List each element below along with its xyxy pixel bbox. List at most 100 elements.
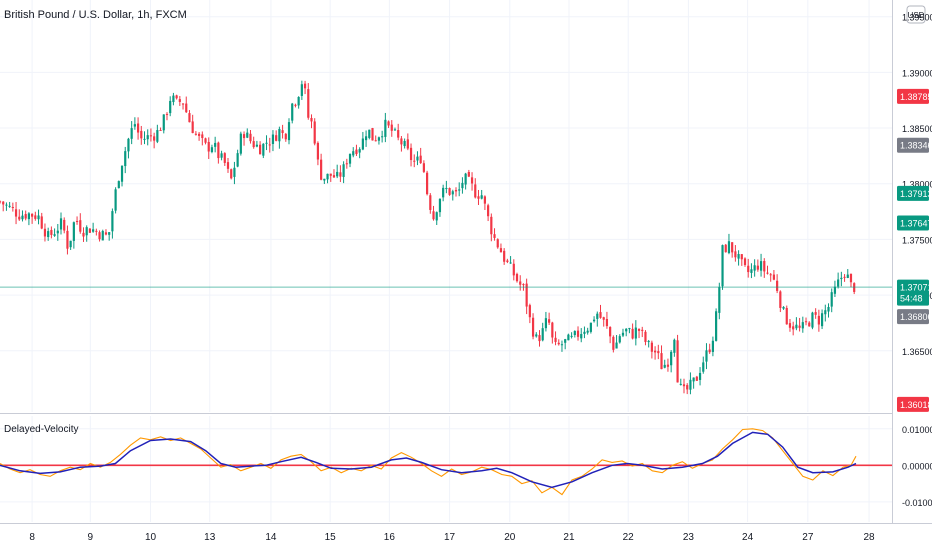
indicator-tick-label: 0.01000 (902, 425, 932, 435)
candle (268, 137, 271, 153)
candle (326, 173, 329, 184)
time-axis[interactable]: 8 9 10 13 14 15 16 17 20 21 22 23 24 27 28 (29, 532, 875, 543)
candle (271, 130, 275, 152)
candle (689, 372, 692, 395)
candle (358, 147, 361, 159)
candle (628, 327, 631, 334)
candle (18, 209, 21, 221)
candle (82, 227, 85, 242)
candle (422, 160, 425, 174)
candle (275, 130, 278, 142)
price-tick-label: 1.39000 (902, 68, 932, 78)
candle (114, 187, 117, 214)
candle (817, 309, 820, 332)
time-tick-label: 21 (563, 532, 575, 543)
candle (146, 129, 149, 146)
candle (609, 326, 612, 344)
time-tick-label: 27 (802, 532, 814, 543)
candle (804, 317, 808, 326)
candle (236, 149, 239, 168)
time-tick-label: 9 (88, 532, 94, 543)
candle (458, 182, 461, 197)
candle (230, 168, 233, 180)
candle (40, 212, 43, 230)
candle (467, 169, 470, 178)
candle (252, 136, 255, 149)
candle (226, 158, 230, 173)
candle (548, 312, 551, 325)
candle (772, 269, 776, 281)
candle (833, 280, 837, 297)
candle (429, 193, 432, 214)
candle (653, 346, 657, 360)
candle (175, 94, 178, 100)
candle (480, 189, 483, 200)
candle (345, 158, 348, 169)
time-tick-label: 16 (384, 532, 396, 543)
price-tick-label: 1.39500 (902, 13, 932, 23)
candle (165, 112, 169, 121)
candle (740, 253, 743, 266)
candle (503, 248, 506, 265)
candle (390, 120, 393, 137)
candle (400, 136, 403, 152)
candle (88, 228, 92, 233)
candle (310, 114, 313, 129)
candle (156, 124, 159, 144)
candle (374, 135, 377, 142)
candle (573, 330, 576, 338)
candle (554, 331, 557, 346)
price-label-text: 1.38346 (900, 141, 932, 151)
candle (592, 316, 596, 323)
candle (519, 275, 522, 291)
candle (782, 306, 785, 310)
candle (586, 327, 589, 335)
candle (8, 201, 11, 208)
candle (515, 272, 519, 283)
candle (300, 80, 303, 100)
candle (85, 225, 88, 242)
candle (650, 340, 653, 359)
candle (204, 137, 207, 145)
indicator-scale[interactable]: 0.01000 0.00000 -0.01000 (902, 425, 932, 508)
candle (75, 216, 79, 225)
candle (711, 336, 714, 357)
candle (686, 383, 689, 395)
candle (461, 177, 464, 194)
candle (853, 282, 856, 295)
candle (512, 259, 515, 281)
candle (695, 375, 698, 381)
candle (692, 377, 695, 389)
candle (843, 274, 846, 282)
currency-badge[interactable]: USD (906, 5, 926, 24)
candle (297, 96, 300, 109)
candle (153, 132, 156, 149)
candle (840, 271, 843, 287)
time-tick-label: 24 (742, 532, 754, 543)
candle (567, 333, 570, 341)
candle (11, 202, 14, 212)
candle (56, 223, 59, 241)
fast-velocity-line (0, 428, 857, 496)
candle (397, 123, 400, 141)
candle (766, 265, 769, 275)
candle (721, 244, 724, 290)
candle (133, 117, 136, 130)
price-label-text: 1.38785 (900, 92, 932, 102)
candle (214, 136, 217, 153)
time-tick-label: 13 (204, 532, 216, 543)
candle (0, 200, 2, 204)
candle (27, 212, 31, 226)
candle (731, 242, 734, 258)
price-label-tag: 1.36018 (897, 396, 932, 412)
candle (188, 110, 191, 123)
candle (201, 131, 204, 146)
candle (454, 187, 458, 197)
candle (162, 114, 165, 134)
indicator-title[interactable]: Delayed-Velocity (4, 424, 78, 435)
candle (364, 130, 368, 147)
symbol-title[interactable]: British Pound / U.S. Dollar, 1h, FXCM (4, 9, 187, 21)
candle (377, 136, 381, 145)
